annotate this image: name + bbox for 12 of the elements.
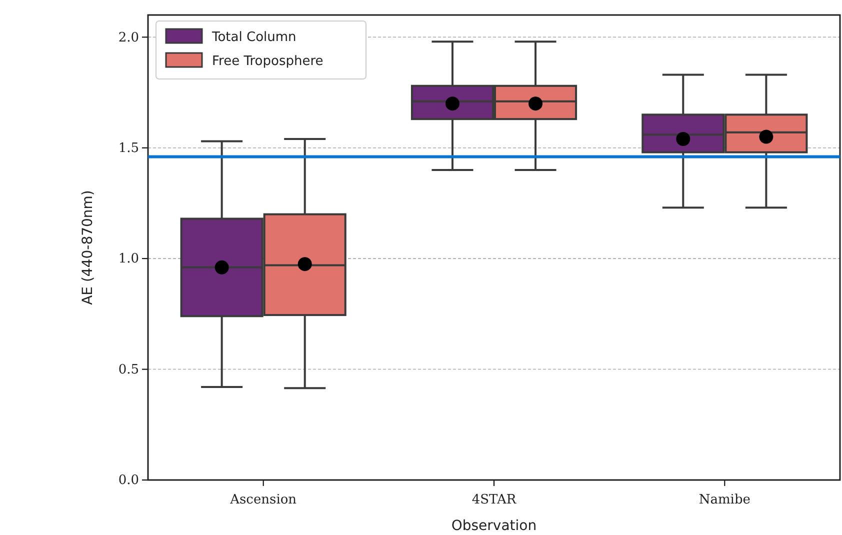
x-tick-label: Ascension — [229, 492, 298, 508]
y-tick-label: 1.5 — [118, 141, 139, 156]
y-axis-title: AE (440-870nm) — [80, 190, 96, 305]
y-tick-label: 2.0 — [118, 30, 139, 46]
x-tick-label: 4STAR — [472, 492, 518, 508]
y-tick-label: 1.0 — [118, 252, 139, 267]
legend-label: Total Column — [211, 30, 296, 45]
y-tick-label: 0.5 — [118, 362, 139, 378]
legend-label: Free Troposphere — [212, 54, 324, 69]
y-tick-label: 0.0 — [118, 473, 139, 488]
x-tick-label: Namibe — [698, 492, 751, 508]
x-axis-title: Observation — [451, 518, 537, 534]
